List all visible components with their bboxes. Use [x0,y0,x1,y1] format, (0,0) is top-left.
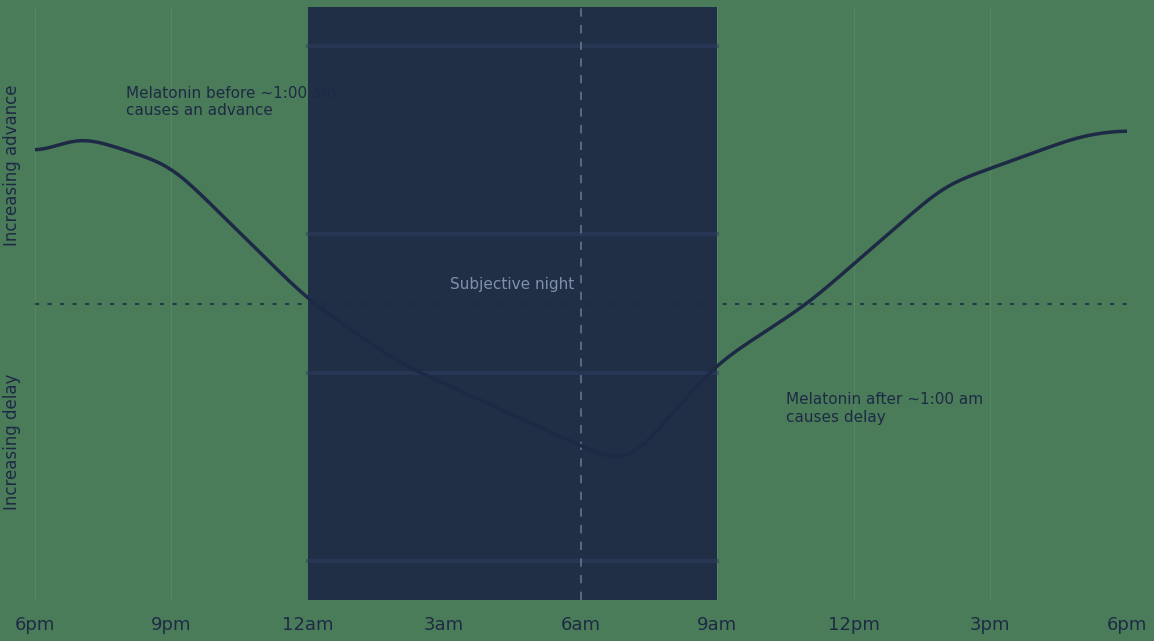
Text: Melatonin after ~1:00 am
causes delay: Melatonin after ~1:00 am causes delay [786,392,983,425]
Text: Increasing advance: Increasing advance [2,85,21,246]
Text: Melatonin before ~1:00 am
causes an advance: Melatonin before ~1:00 am causes an adva… [126,86,336,119]
Text: Subjective night: Subjective night [450,277,575,292]
Text: Increasing delay: Increasing delay [2,374,21,510]
FancyBboxPatch shape [308,7,718,600]
